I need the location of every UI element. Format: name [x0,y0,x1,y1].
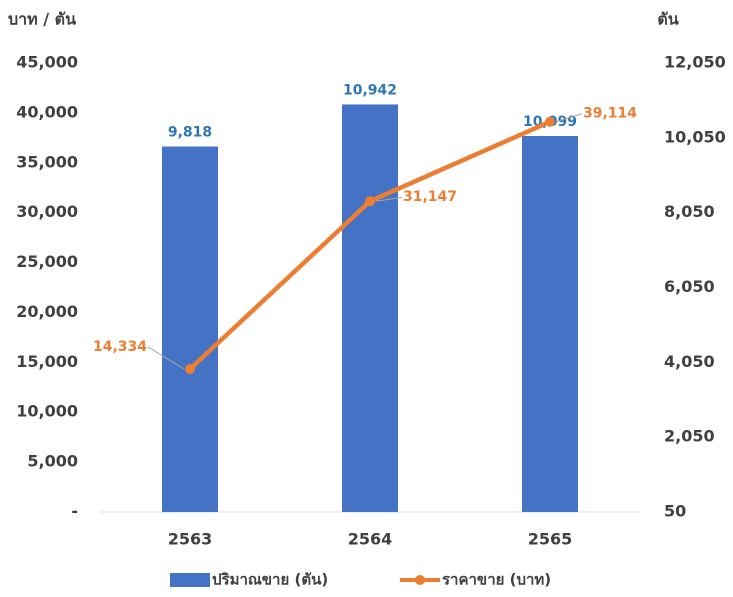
y-tick-label: 35,000 [16,152,78,171]
line-value-label: 14,334 [93,339,147,355]
line-point [365,196,375,207]
y2-tick-label: 4,050 [664,352,715,371]
legend-label: ปริมาณขาย (ตัน) [212,571,328,589]
legend-label: ราคาขาย (บาท) [442,571,551,589]
line-point [185,363,195,374]
y-tick-label: 30,000 [16,202,78,221]
leader-line [555,113,583,123]
y2-tick-label: 50 [664,502,686,521]
bar-value-label: 10,942 [343,82,397,98]
y-tick-label: 25,000 [16,252,78,271]
y2-tick-label: 12,050 [664,53,726,72]
y-tick-label: 20,000 [16,302,78,321]
x-tick-label: 2563 [168,530,213,549]
legend-swatch [170,573,210,587]
leader-line [375,196,403,202]
y-tick-label: - [71,502,78,521]
line-value-label: 39,114 [583,106,637,122]
bar [522,135,578,512]
y-tick-label: 15,000 [16,352,78,371]
y2-tick-label: 10,050 [664,127,726,146]
y2-tick-label: 8,050 [664,202,715,221]
line-point [545,116,555,127]
y-tick-label: 40,000 [16,102,78,121]
legend-swatch-dot [415,575,425,585]
y-tick-label: 5,000 [27,452,78,471]
y2-tick-label: 2,050 [664,427,715,446]
y-tick-label: 45,000 [16,53,78,72]
bar [342,104,398,512]
y-axis-title: บาท / ตัน [8,10,76,29]
y2-tick-label: 6,050 [664,277,715,296]
y-tick-label: 10,000 [16,402,78,421]
x-tick-label: 2565 [528,530,573,549]
line-value-label: 31,147 [403,189,457,205]
leader-line [147,346,185,370]
y2-axis-title: ตัน [657,10,678,29]
bar [162,146,218,512]
x-tick-label: 2564 [348,530,393,549]
bar-value-label: 9,818 [168,125,212,141]
